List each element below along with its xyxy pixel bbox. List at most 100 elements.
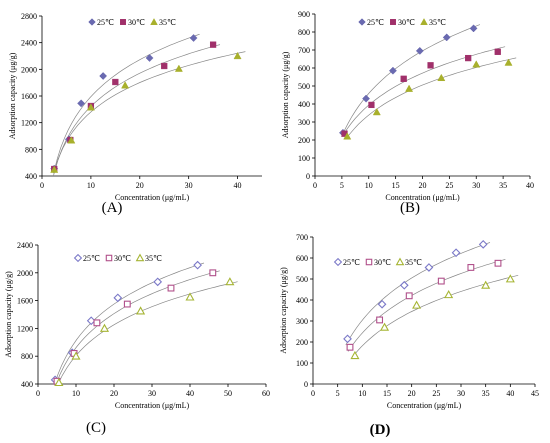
y-tick-label: 400 xyxy=(25,172,37,181)
y-tick-label: 2800 xyxy=(21,12,37,21)
legend-entry-label: 35℃ xyxy=(145,254,162,263)
square-marker xyxy=(400,75,407,82)
series-fit-curve xyxy=(352,274,519,357)
x-tick-label: 60 xyxy=(262,389,270,398)
square-marker xyxy=(376,316,384,324)
y-tick-label: 2000 xyxy=(17,269,33,278)
y-tick-label: 200 xyxy=(296,338,308,347)
square-marker xyxy=(390,19,396,25)
y-tick-label: 800 xyxy=(298,28,310,37)
diamond-marker xyxy=(333,257,343,267)
x-tick-label: 10 xyxy=(87,181,95,190)
x-tick-label: 50 xyxy=(224,389,232,398)
x-axis-title: Concentration (μg/mL) xyxy=(115,401,190,410)
series-fit-curve xyxy=(342,46,506,136)
y-tick-label: 0 xyxy=(306,172,310,181)
y-tick-label: 400 xyxy=(21,380,33,389)
x-tick-label: 30 xyxy=(457,389,465,398)
square-marker xyxy=(467,264,475,271)
square-marker xyxy=(405,292,413,300)
x-tick-label: 20 xyxy=(110,389,118,398)
y-tick-label: 2400 xyxy=(17,241,33,250)
x-tick-label: 20 xyxy=(419,181,427,190)
triangle-marker xyxy=(67,136,76,144)
y-tick-label: 100 xyxy=(298,154,310,163)
legend-entry-label: 25℃ xyxy=(83,254,100,263)
y-tick-label: 800 xyxy=(25,145,37,154)
triangle-marker xyxy=(54,377,64,387)
square-marker xyxy=(368,101,375,109)
triangle-marker xyxy=(135,253,145,262)
chart-panel: 400 800 1200 1600 2000 2400 0 10 20 30 40 50 60 Conce… xyxy=(4,241,270,436)
square-marker xyxy=(494,48,501,55)
series-fit-curve xyxy=(53,33,200,174)
x-tick-label: 25 xyxy=(432,389,440,398)
x-tick-label: 20 xyxy=(408,389,416,398)
square-marker xyxy=(427,62,434,69)
series-fit-curve xyxy=(341,24,481,137)
triangle-marker xyxy=(481,280,491,289)
square-marker xyxy=(209,41,217,48)
y-tick-label: 600 xyxy=(298,64,310,73)
legend-entry-label: 35℃ xyxy=(429,18,446,27)
x-tick-label: 30 xyxy=(185,181,193,190)
triangle-marker xyxy=(136,306,146,315)
legend-entry-label: 35℃ xyxy=(159,18,176,27)
diamond-marker xyxy=(77,99,86,108)
x-tick-label: 10 xyxy=(72,389,80,398)
y-axis-title: Adsorption capacity (μg/g) xyxy=(281,51,290,138)
x-tick-label: 35 xyxy=(482,389,490,398)
legend-entry-label: 30℃ xyxy=(114,254,131,263)
triangle-marker xyxy=(504,58,513,66)
triangle-marker xyxy=(185,292,195,301)
x-tick-label: 45 xyxy=(531,389,539,398)
diamond-marker xyxy=(193,260,202,270)
panel-label: (B) xyxy=(400,200,420,216)
triangle-marker xyxy=(444,290,454,299)
triangle-marker xyxy=(233,51,242,60)
diamond-marker xyxy=(362,94,371,103)
triangle-marker xyxy=(225,277,235,286)
square-marker xyxy=(93,319,101,327)
diamond-marker xyxy=(388,66,397,75)
x-tick-label: 40 xyxy=(526,181,534,190)
x-tick-label: 5 xyxy=(336,389,340,398)
legend-entry-label: 25℃ xyxy=(97,18,114,27)
square-marker xyxy=(346,343,354,351)
diamond-marker xyxy=(145,54,154,62)
y-tick-label: 300 xyxy=(296,317,308,326)
y-axis-title: Adsorption capacity (μg/g) xyxy=(8,52,17,139)
square-marker xyxy=(209,269,217,277)
diamond-marker xyxy=(189,34,198,42)
series-fit-curve xyxy=(345,57,517,140)
y-tick-label: 300 xyxy=(298,118,310,127)
diamond-marker xyxy=(73,253,83,263)
legend-entry-label: 30℃ xyxy=(128,18,145,27)
y-tick-label: 1200 xyxy=(21,119,37,128)
square-marker xyxy=(494,259,502,267)
chart-panel: 400 800 1200 1600 2000 2400 2800 0 10 20 30 40 Conce… xyxy=(8,12,262,216)
diamond-marker xyxy=(469,24,478,33)
x-tick-label: 5 xyxy=(340,181,344,190)
triangle-marker xyxy=(437,73,446,82)
y-axis-title: Adsorption capacity (μg/g) xyxy=(279,267,288,354)
y-tick-label: 100 xyxy=(296,359,308,368)
y-tick-label: 600 xyxy=(296,254,308,263)
y-tick-label: 2400 xyxy=(21,39,37,48)
legend-entry-label: 25℃ xyxy=(343,258,360,267)
legend-entry-label: 30℃ xyxy=(398,18,415,27)
x-tick-label: 0 xyxy=(311,389,315,398)
panel-label: (D) xyxy=(370,422,391,438)
triangle-marker xyxy=(343,132,352,140)
triangle-marker xyxy=(71,351,81,360)
x-tick-label: 30 xyxy=(472,181,480,190)
y-tick-label: 500 xyxy=(296,275,308,284)
square-marker xyxy=(123,300,131,308)
triangle-marker xyxy=(405,84,414,92)
diamond-marker xyxy=(399,280,409,290)
x-tick-label: 0 xyxy=(313,181,317,190)
square-marker xyxy=(105,254,113,262)
diamond-marker xyxy=(99,72,108,80)
square-marker xyxy=(161,62,168,70)
triangle-marker xyxy=(505,274,515,283)
